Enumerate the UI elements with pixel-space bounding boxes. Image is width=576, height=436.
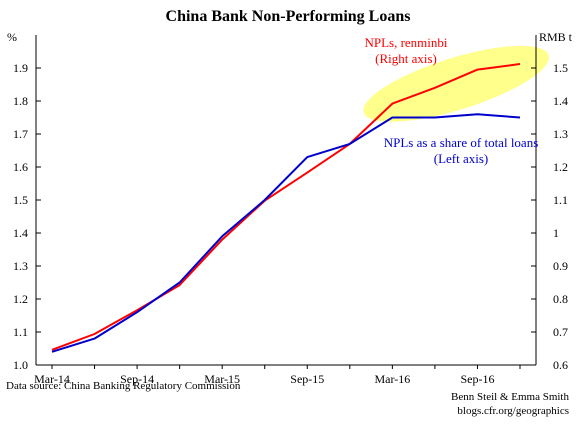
left-y-tick-label: 1.5 <box>13 193 28 207</box>
right-y-tick-label: 1.5 <box>553 61 568 75</box>
left-y-tick-label: 1.2 <box>13 292 28 306</box>
right-axis-unit: RMB t <box>539 30 573 44</box>
right-y-tick-label: 1.2 <box>553 160 568 174</box>
series-label-npls-renminbi: NPLs, renminbi <box>364 35 447 50</box>
text-layer: China Bank Non-Performing Loans % RMB t … <box>6 8 573 417</box>
footer-source: Data source: China Banking Regulatory Co… <box>6 380 241 392</box>
footer-site: blogs.cfr.org/geographics <box>457 405 569 417</box>
left-y-tick-label: 1.0 <box>13 358 28 372</box>
left-y-tick-label: 1.7 <box>13 127 28 141</box>
highlight-layer <box>363 45 549 122</box>
x-tick-label: Mar-16 <box>374 372 410 386</box>
lines-layer <box>51 63 521 353</box>
x-tick-label: Sep-14 <box>120 372 154 386</box>
left-y-tick-label: 1.6 <box>13 160 28 174</box>
right-y-tick-label: 0.9 <box>553 259 568 273</box>
left-y-tick-label: 1.3 <box>13 259 28 273</box>
right-y-tick-label: 1.3 <box>553 127 568 141</box>
left-y-tick-label: 1.4 <box>13 226 28 240</box>
series-line-npls-renminbi <box>51 63 521 351</box>
x-tick-label: Sep-16 <box>460 372 494 386</box>
series-label-npl-share: NPLs as a share of total loans <box>384 135 539 150</box>
left-y-tick-label: 1.8 <box>13 94 28 108</box>
ticks-layer: 1.0 1.1 1.2 1.3 1.4 1.5 1.6 1.7 1.8 1.9 0.6 0.7 0.8 0… <box>13 61 568 386</box>
series-label-npl-share-axis: (Left axis) <box>434 151 489 166</box>
left-y-tick-label: 1.1 <box>13 325 28 339</box>
x-tick-label: Mar-14 <box>34 372 70 386</box>
right-y-tick-label: 1.1 <box>553 193 568 207</box>
right-y-tick-label: 0.7 <box>553 325 568 339</box>
right-y-tick-label: 1.4 <box>553 94 568 108</box>
x-tick-label: Sep-15 <box>290 372 324 386</box>
left-y-tick-label: 1.9 <box>13 61 28 75</box>
right-y-tick-label: 1 <box>553 226 559 240</box>
right-y-tick-label: 0.8 <box>553 292 568 306</box>
x-tick-label: Mar-15 <box>204 372 240 386</box>
left-axis-unit: % <box>7 30 17 44</box>
highlight-ellipse <box>363 45 549 122</box>
series-label-npls-renminbi-axis: (Right axis) <box>375 51 437 66</box>
chart-title: China Bank Non-Performing Loans <box>166 8 411 25</box>
footer-authors: Benn Steil & Emma Smith <box>451 391 569 403</box>
series-line-npls-as-a-share-of-total-loans <box>51 113 521 353</box>
right-y-tick-label: 0.6 <box>553 358 568 372</box>
